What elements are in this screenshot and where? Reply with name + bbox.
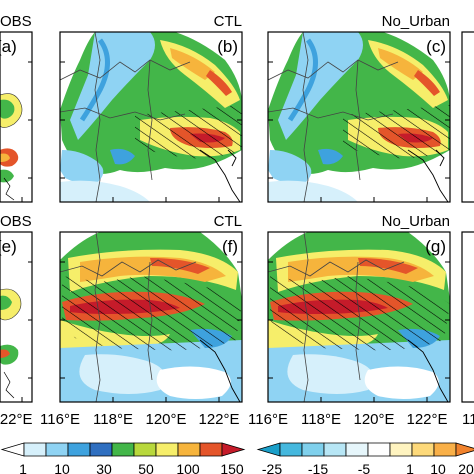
x-tick-label: 120°E: [353, 411, 394, 428]
panel-b-label: (b): [217, 37, 238, 56]
x-tick-label: 122°E: [406, 411, 447, 428]
x-axis-labels: 122°E 116°E 118°E 120°E 122°E 116°E 118°…: [0, 411, 474, 428]
panel-g-title: No_Urban: [382, 213, 450, 230]
colorbar-difference-tick-label: -5: [358, 461, 371, 474]
colorbar-precip-swatch: [0, 442, 25, 457]
x-tick-label: 122°E: [0, 411, 33, 428]
panel-b: CTL (b): [59, 13, 243, 203]
colorbar-precip-swatch: [45, 442, 69, 457]
colorbar-difference-tick-label: 10: [430, 461, 446, 474]
colorbar-precip-tick-label: 50: [138, 461, 154, 474]
x-tick-label: 116°E: [40, 411, 80, 428]
colorbar-precip-tick-label: 10: [54, 461, 70, 474]
colorbar-difference-swatch: [389, 442, 413, 457]
colorbar-difference-swatch: [256, 442, 281, 457]
x-tick-label: 116°E: [248, 411, 288, 428]
colorbar-difference: -25 -15 -5 1 10 20: [256, 442, 474, 474]
panel-d-edge: [461, 31, 474, 203]
panel-g-label: (g): [425, 237, 446, 256]
colorbar-difference-tick-label: 20: [458, 461, 474, 474]
colorbar-precip-swatch: [199, 442, 223, 457]
colorbar-difference-swatch: [433, 442, 457, 457]
x-tick-label: 122°E: [198, 411, 239, 428]
panel-f: CTL (f): [59, 213, 243, 403]
colorbar-precip-swatch: [67, 442, 91, 457]
colorbar-difference-swatch: [345, 442, 369, 457]
panel-a-label: (a): [0, 37, 17, 56]
panel-c: No_Urban (c): [267, 13, 451, 203]
colorbar-precip-swatch: [89, 442, 113, 457]
colorbar-difference-tick-label: -15: [308, 461, 328, 474]
colorbar-precip-swatch: [111, 442, 135, 457]
colorbar-precip-tick-label: 150: [220, 461, 244, 474]
colorbar-difference-tick-label: 1: [406, 461, 414, 474]
colorbar-difference-swatch: [323, 442, 347, 457]
colorbar-difference-swatch: [279, 442, 303, 457]
colorbar-precip-tick-label: 1: [19, 461, 27, 474]
colorbar-precip-swatch: [221, 442, 246, 457]
panel-e-title: OBS: [0, 213, 32, 230]
panel-c-title: No_Urban: [382, 13, 450, 30]
x-tick-label: 118°E: [93, 411, 133, 428]
colorbar-difference-swatch: [301, 442, 325, 457]
colorbar-precip-swatch: [177, 442, 201, 457]
panel-h-edge: [461, 231, 474, 403]
colorbar-precip-tick-label: 30: [96, 461, 112, 474]
panel-a-title: OBS: [0, 13, 32, 30]
x-tick-label: 120°E: [145, 411, 186, 428]
panel-c-label: (c): [426, 37, 446, 56]
panel-e-label: (e): [0, 237, 17, 256]
colorbar-precip-swatch: [133, 442, 157, 457]
colorbar-difference-swatch: [455, 442, 474, 457]
colorbar-precip: 1 10 30 50 100 150: [0, 442, 246, 474]
x-tick-label: 116: [462, 411, 474, 428]
panel-e: OBS (e): [0, 213, 33, 403]
colorbar-difference-tick-label: -25: [262, 461, 282, 474]
colorbar-precip-swatch: [23, 442, 47, 457]
panel-a: OBS (a): [0, 13, 33, 203]
colorbar-precip-swatch: [155, 442, 179, 457]
colorbar-precip-tick-label: 100: [176, 461, 200, 474]
panel-g: No_Urban (g): [267, 213, 451, 403]
colorbar-difference-swatch: [367, 442, 391, 457]
panel-f-label: (f): [222, 237, 238, 256]
colorbar-difference-swatch: [411, 442, 435, 457]
panel-b-title: CTL: [214, 13, 242, 30]
panel-f-title: CTL: [214, 213, 242, 230]
x-tick-label: 118°E: [301, 411, 341, 428]
